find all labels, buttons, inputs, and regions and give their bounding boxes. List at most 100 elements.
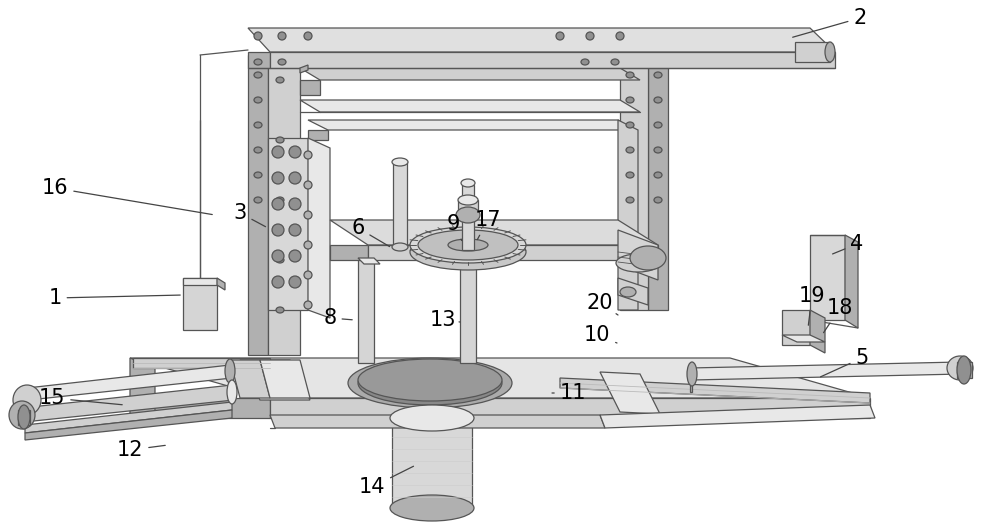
Ellipse shape — [458, 195, 478, 205]
Ellipse shape — [276, 137, 284, 143]
Polygon shape — [845, 235, 858, 328]
Ellipse shape — [654, 72, 662, 78]
Ellipse shape — [272, 250, 284, 262]
Ellipse shape — [390, 405, 474, 431]
Ellipse shape — [348, 358, 512, 408]
Ellipse shape — [304, 301, 312, 309]
Ellipse shape — [289, 276, 301, 288]
Ellipse shape — [654, 197, 662, 203]
Ellipse shape — [448, 239, 488, 251]
Polygon shape — [462, 185, 474, 250]
Text: 11: 11 — [552, 383, 586, 403]
Ellipse shape — [13, 385, 41, 415]
Ellipse shape — [276, 257, 284, 263]
Polygon shape — [600, 405, 875, 428]
Ellipse shape — [276, 77, 284, 83]
Ellipse shape — [304, 181, 312, 189]
Ellipse shape — [9, 401, 35, 429]
Polygon shape — [270, 52, 835, 68]
Ellipse shape — [418, 230, 518, 260]
Ellipse shape — [630, 246, 666, 270]
Polygon shape — [620, 55, 648, 310]
Polygon shape — [25, 410, 232, 440]
Text: 14: 14 — [359, 466, 414, 497]
Text: 13: 13 — [430, 310, 460, 330]
Polygon shape — [183, 278, 217, 285]
Ellipse shape — [456, 207, 480, 223]
Text: 9: 9 — [446, 214, 462, 240]
Ellipse shape — [616, 254, 660, 272]
Polygon shape — [308, 138, 330, 318]
Ellipse shape — [276, 307, 284, 313]
Ellipse shape — [254, 172, 262, 178]
Polygon shape — [392, 418, 472, 508]
Ellipse shape — [654, 97, 662, 103]
Ellipse shape — [581, 59, 589, 65]
Ellipse shape — [626, 97, 634, 103]
Polygon shape — [330, 220, 658, 245]
Polygon shape — [300, 65, 308, 73]
Text: 5: 5 — [821, 348, 869, 377]
Polygon shape — [618, 120, 638, 310]
Polygon shape — [22, 385, 234, 422]
Polygon shape — [330, 245, 368, 260]
Polygon shape — [27, 400, 29, 415]
Polygon shape — [618, 230, 658, 280]
Text: 6: 6 — [351, 218, 390, 247]
Polygon shape — [782, 310, 810, 345]
Ellipse shape — [687, 362, 697, 386]
Ellipse shape — [304, 271, 312, 279]
Polygon shape — [268, 138, 308, 310]
Polygon shape — [248, 52, 270, 68]
Ellipse shape — [390, 495, 474, 521]
Ellipse shape — [626, 172, 634, 178]
Text: 8: 8 — [323, 308, 352, 328]
Ellipse shape — [227, 380, 237, 404]
Polygon shape — [393, 162, 407, 247]
Ellipse shape — [289, 198, 301, 210]
Polygon shape — [183, 278, 217, 330]
Ellipse shape — [392, 243, 408, 251]
Polygon shape — [458, 200, 478, 218]
Ellipse shape — [957, 356, 971, 384]
Polygon shape — [130, 398, 270, 418]
Polygon shape — [230, 360, 270, 398]
Ellipse shape — [626, 147, 634, 153]
Ellipse shape — [18, 405, 30, 429]
Ellipse shape — [825, 42, 835, 62]
Polygon shape — [648, 55, 668, 310]
Ellipse shape — [272, 172, 284, 184]
Ellipse shape — [304, 151, 312, 159]
Text: 19: 19 — [799, 286, 825, 325]
Ellipse shape — [616, 32, 624, 40]
Ellipse shape — [654, 122, 662, 128]
Text: 18: 18 — [824, 298, 853, 333]
Ellipse shape — [272, 276, 284, 288]
Ellipse shape — [254, 32, 262, 40]
Ellipse shape — [272, 224, 284, 236]
Text: 20: 20 — [587, 293, 618, 315]
Ellipse shape — [358, 359, 502, 401]
Polygon shape — [248, 28, 835, 52]
Polygon shape — [268, 55, 300, 355]
Polygon shape — [810, 310, 825, 353]
Polygon shape — [133, 358, 270, 368]
Ellipse shape — [304, 32, 312, 40]
Polygon shape — [300, 100, 640, 112]
Text: 12: 12 — [117, 440, 165, 460]
Ellipse shape — [289, 250, 301, 262]
Ellipse shape — [556, 32, 564, 40]
Ellipse shape — [392, 158, 408, 166]
Ellipse shape — [278, 32, 286, 40]
Ellipse shape — [289, 224, 301, 236]
Ellipse shape — [620, 287, 636, 297]
Ellipse shape — [626, 197, 634, 203]
Ellipse shape — [254, 59, 262, 65]
Polygon shape — [690, 362, 962, 380]
Polygon shape — [358, 258, 374, 363]
Polygon shape — [260, 360, 310, 398]
Text: 16: 16 — [42, 178, 212, 214]
Polygon shape — [460, 258, 482, 264]
Ellipse shape — [289, 172, 301, 184]
Polygon shape — [358, 258, 380, 264]
